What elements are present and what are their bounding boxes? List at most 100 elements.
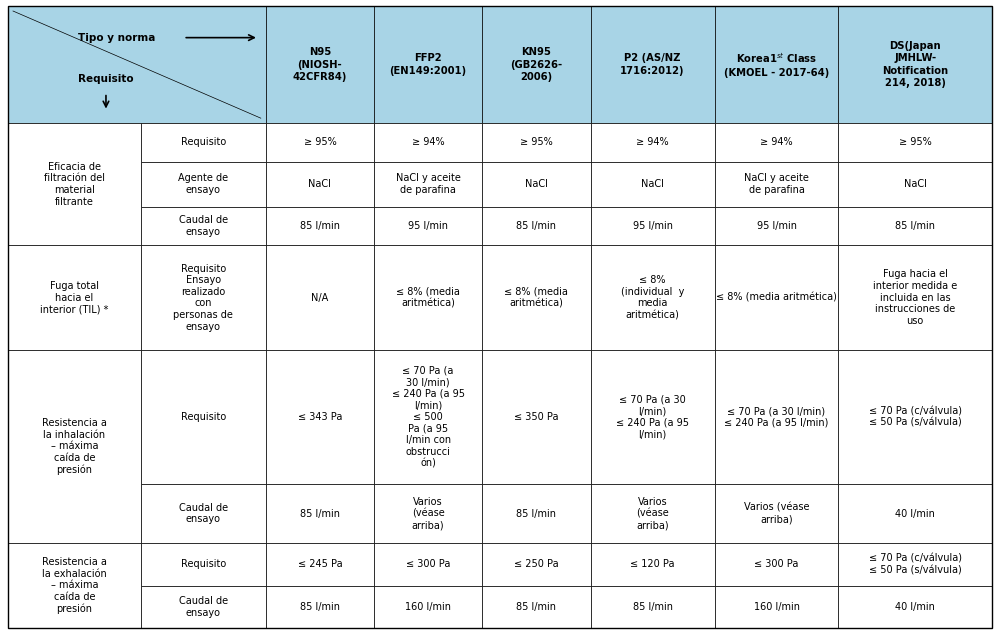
Bar bbox=[482, 245, 591, 350]
Text: 85 l/min: 85 l/min bbox=[516, 602, 556, 612]
Text: Korea1$^{st}$ Class
(KMOEL - 2017-64): Korea1$^{st}$ Class (KMOEL - 2017-64) bbox=[724, 51, 829, 78]
Bar bbox=[482, 6, 591, 123]
Bar bbox=[838, 123, 992, 162]
Bar bbox=[266, 350, 374, 484]
Bar bbox=[141, 586, 266, 628]
Text: Varios
(véase
arriba): Varios (véase arriba) bbox=[636, 497, 669, 530]
Bar bbox=[482, 350, 591, 484]
Bar bbox=[374, 350, 482, 484]
Text: Tipo y norma: Tipo y norma bbox=[78, 32, 155, 42]
Text: 85 l/min: 85 l/min bbox=[633, 602, 673, 612]
Text: ≤ 120 Pa: ≤ 120 Pa bbox=[630, 559, 675, 569]
Text: Resistencia a
la inhalación
– máxima
caída de
presión: Resistencia a la inhalación – máxima caí… bbox=[42, 418, 107, 475]
Text: ≥ 95%: ≥ 95% bbox=[520, 138, 553, 148]
Text: Eficacia de
filtración del
material
filtrante: Eficacia de filtración del material filt… bbox=[44, 162, 105, 207]
Bar bbox=[266, 245, 374, 350]
Bar bbox=[141, 484, 266, 543]
Text: ≤ 70 Pa (a 30 l/min)
≤ 240 Pa (a 95 l/min): ≤ 70 Pa (a 30 l/min) ≤ 240 Pa (a 95 l/mi… bbox=[724, 406, 829, 428]
Text: 85 l/min: 85 l/min bbox=[516, 221, 556, 231]
Text: NaCl: NaCl bbox=[308, 179, 331, 189]
Text: N/A: N/A bbox=[311, 293, 329, 302]
Text: DS(Japan
JMHLW-
Notification
214, 2018): DS(Japan JMHLW- Notification 214, 2018) bbox=[882, 41, 948, 88]
Bar bbox=[374, 6, 482, 123]
Bar bbox=[8, 245, 141, 350]
Text: ≤ 343 Pa: ≤ 343 Pa bbox=[298, 412, 342, 422]
Bar bbox=[374, 162, 482, 207]
Bar bbox=[715, 586, 838, 628]
Bar bbox=[266, 484, 374, 543]
Bar bbox=[838, 6, 992, 123]
Bar bbox=[266, 162, 374, 207]
Bar bbox=[591, 207, 715, 245]
Text: Fuga hacia el
interior medida e
incluida en las
instrucciones de
uso: Fuga hacia el interior medida e incluida… bbox=[873, 269, 957, 326]
Bar bbox=[266, 207, 374, 245]
Bar bbox=[715, 350, 838, 484]
Bar bbox=[715, 543, 838, 586]
Bar bbox=[715, 6, 838, 123]
Text: 85 l/min: 85 l/min bbox=[300, 508, 340, 519]
Text: KN95
(GB2626-
2006): KN95 (GB2626- 2006) bbox=[510, 47, 562, 82]
Text: N95
(NIOSH-
42CFR84): N95 (NIOSH- 42CFR84) bbox=[293, 47, 347, 82]
Text: Resistencia a
la exhalación
– máxima
caída de
presión: Resistencia a la exhalación – máxima caí… bbox=[42, 557, 107, 614]
Bar bbox=[591, 162, 715, 207]
Text: NaCl y aceite
de parafina: NaCl y aceite de parafina bbox=[744, 174, 809, 195]
Bar bbox=[591, 350, 715, 484]
Bar bbox=[374, 207, 482, 245]
Bar bbox=[374, 586, 482, 628]
Text: Caudal de
ensayo: Caudal de ensayo bbox=[179, 215, 228, 237]
Bar bbox=[591, 484, 715, 543]
Text: 85 l/min: 85 l/min bbox=[516, 508, 556, 519]
Bar bbox=[838, 543, 992, 586]
Bar bbox=[374, 123, 482, 162]
Text: ≤ 70 Pa (c/válvula)
≤ 50 Pa (s/válvula): ≤ 70 Pa (c/válvula) ≤ 50 Pa (s/válvula) bbox=[869, 553, 962, 575]
Text: ≤ 8%
(individual  y
media
aritmética): ≤ 8% (individual y media aritmética) bbox=[621, 275, 684, 320]
Bar bbox=[374, 543, 482, 586]
Bar bbox=[715, 207, 838, 245]
Text: Requisito: Requisito bbox=[181, 412, 226, 422]
Text: ≥ 95%: ≥ 95% bbox=[899, 138, 932, 148]
Bar bbox=[715, 245, 838, 350]
Text: NaCl: NaCl bbox=[525, 179, 548, 189]
Text: 95 l/min: 95 l/min bbox=[633, 221, 673, 231]
Bar bbox=[374, 245, 482, 350]
Text: 40 l/min: 40 l/min bbox=[895, 602, 935, 612]
Text: Caudal de
ensayo: Caudal de ensayo bbox=[179, 503, 228, 524]
Bar bbox=[141, 543, 266, 586]
Text: ≤ 70 Pa (a 30
l/min)
≤ 240 Pa (a 95
l/min): ≤ 70 Pa (a 30 l/min) ≤ 240 Pa (a 95 l/mi… bbox=[616, 394, 689, 439]
Bar bbox=[141, 245, 266, 350]
Text: ≤ 300 Pa: ≤ 300 Pa bbox=[754, 559, 799, 569]
Bar bbox=[838, 484, 992, 543]
Text: 160 l/min: 160 l/min bbox=[405, 602, 451, 612]
Bar bbox=[141, 207, 266, 245]
Text: Requisito: Requisito bbox=[181, 138, 226, 148]
Bar bbox=[482, 543, 591, 586]
Bar bbox=[838, 586, 992, 628]
Bar bbox=[838, 350, 992, 484]
Bar bbox=[266, 123, 374, 162]
Bar bbox=[8, 6, 266, 123]
Text: ≤ 70 Pa (c/válvula)
≤ 50 Pa (s/válvula): ≤ 70 Pa (c/válvula) ≤ 50 Pa (s/válvula) bbox=[869, 406, 962, 428]
Bar bbox=[266, 543, 374, 586]
Bar bbox=[374, 484, 482, 543]
Text: Requisito: Requisito bbox=[78, 74, 134, 84]
Text: ≤ 250 Pa: ≤ 250 Pa bbox=[514, 559, 559, 569]
Bar bbox=[591, 586, 715, 628]
Text: ≤ 8% (media aritmética): ≤ 8% (media aritmética) bbox=[716, 293, 837, 302]
Bar bbox=[715, 162, 838, 207]
Bar bbox=[715, 484, 838, 543]
Text: Agente de
ensayo: Agente de ensayo bbox=[178, 174, 228, 195]
Text: ≤ 8% (media
aritmética): ≤ 8% (media aritmética) bbox=[396, 287, 460, 309]
Text: 95 l/min: 95 l/min bbox=[408, 221, 448, 231]
Bar bbox=[8, 543, 141, 628]
Text: 85 l/min: 85 l/min bbox=[300, 602, 340, 612]
Text: ≥ 94%: ≥ 94% bbox=[412, 138, 444, 148]
Bar bbox=[482, 207, 591, 245]
Text: NaCl: NaCl bbox=[641, 179, 664, 189]
Text: P2 (AS/NZ
1716:2012): P2 (AS/NZ 1716:2012) bbox=[620, 53, 685, 76]
Bar bbox=[8, 123, 141, 245]
Text: 95 l/min: 95 l/min bbox=[757, 221, 797, 231]
Bar bbox=[838, 162, 992, 207]
Text: ≤ 70 Pa (a
30 l/min)
≤ 240 Pa (a 95
l/min)
≤ 500
Pa (a 95
l/min con
obstrucci
ón: ≤ 70 Pa (a 30 l/min) ≤ 240 Pa (a 95 l/mi… bbox=[392, 366, 465, 469]
Bar bbox=[838, 245, 992, 350]
Text: ≤ 300 Pa: ≤ 300 Pa bbox=[406, 559, 450, 569]
